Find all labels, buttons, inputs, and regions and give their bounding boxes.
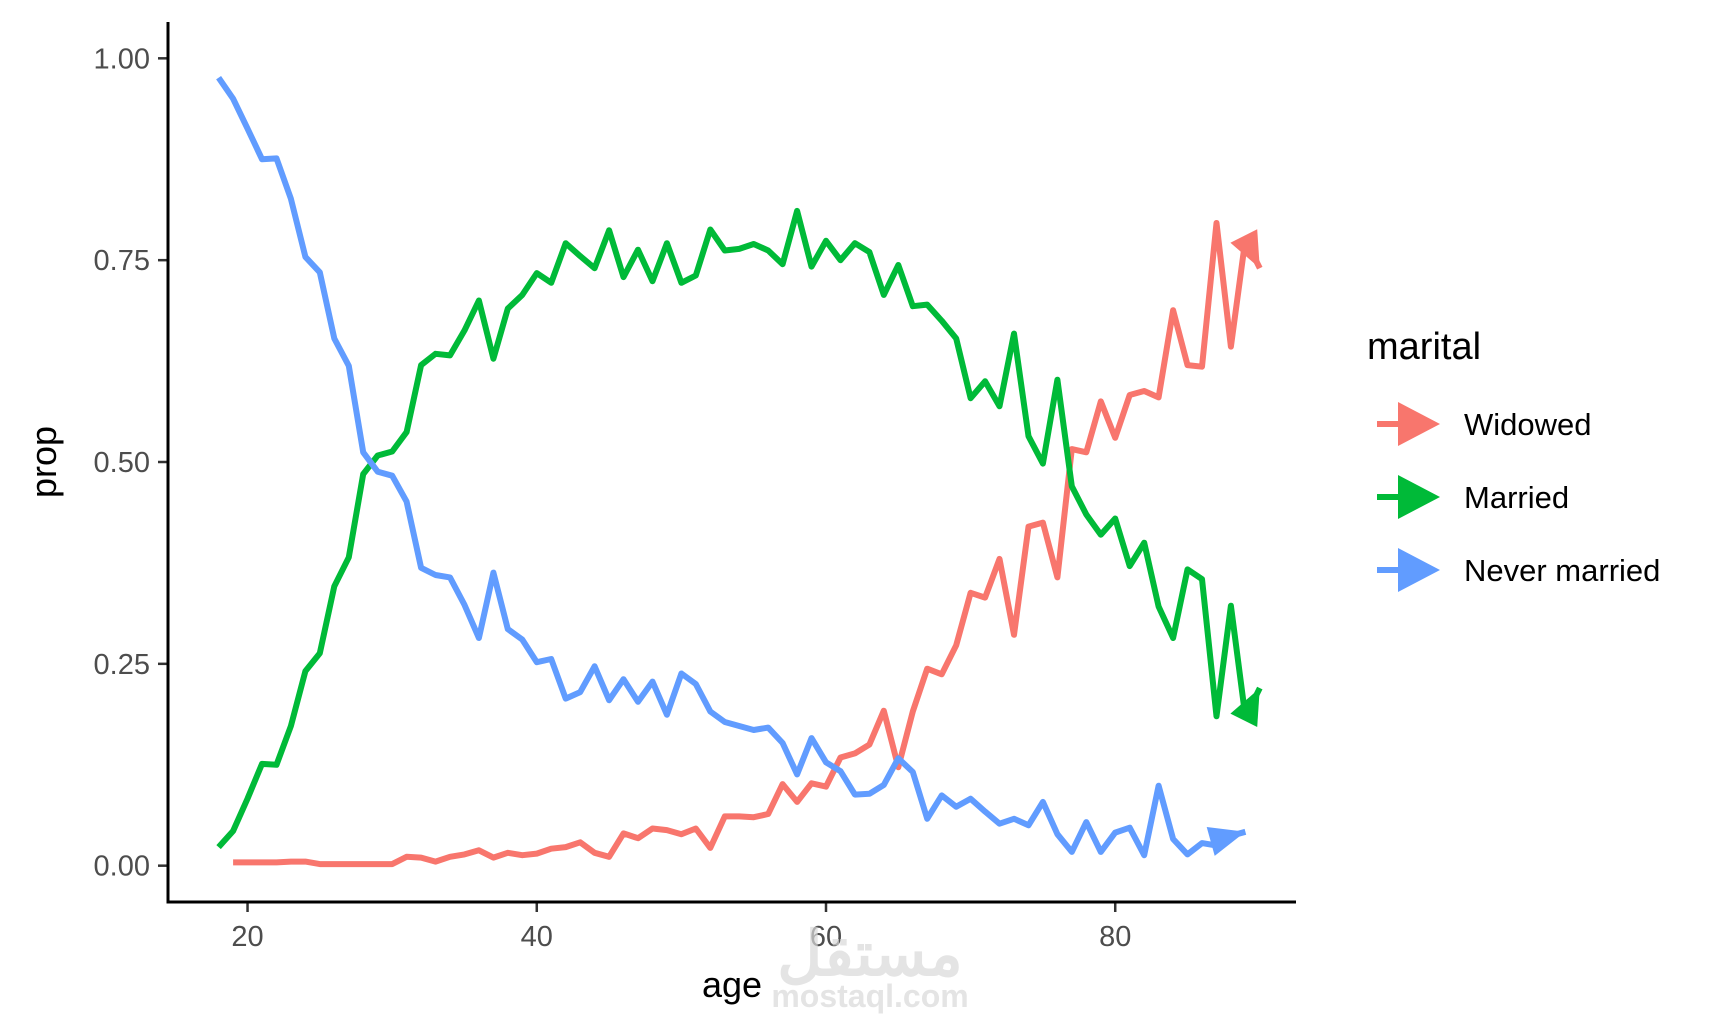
- legend-arrow-icon: [1398, 475, 1440, 519]
- series-line: [233, 220, 1263, 868]
- legend-item-married: Married: [1377, 475, 1569, 519]
- legend-label: Married: [1464, 480, 1569, 515]
- series-layer: [216, 75, 1263, 868]
- legend-arrow-icon: [1398, 402, 1440, 446]
- legend-title: marital: [1367, 326, 1481, 368]
- y-tick-label: 0.75: [94, 245, 150, 277]
- legend-item-widowed: Widowed: [1377, 402, 1592, 446]
- y-axis-ticks: 0.00 0.25 0.50 0.75 1.00: [94, 43, 168, 883]
- x-axis-ticks: 20 40 60 80: [231, 902, 1131, 953]
- series-widowed: [233, 220, 1263, 868]
- x-tick-label: 40: [521, 921, 553, 953]
- legend-label: Never married: [1464, 553, 1660, 588]
- legend-item-never-married: Never married: [1377, 548, 1660, 592]
- series-never-married: [216, 75, 1247, 859]
- x-tick-label: 80: [1099, 921, 1131, 953]
- watermark-arabic: مستقل: [777, 920, 963, 989]
- y-axis-title: prop: [23, 426, 64, 498]
- series-arrowhead: [1206, 827, 1246, 856]
- legend-arrow-icon: [1398, 548, 1440, 592]
- series-line: [216, 75, 1247, 859]
- watermark: مستقل mostaql.com: [771, 920, 968, 1014]
- series-married: [216, 207, 1263, 850]
- series-arrowhead: [1230, 229, 1260, 269]
- x-tick-label: 60: [810, 921, 842, 953]
- y-tick-label: 0.25: [94, 649, 150, 681]
- series-arrowhead: [1230, 688, 1260, 727]
- y-tick-label: 0.00: [94, 851, 150, 883]
- x-tick-label: 20: [231, 921, 263, 953]
- y-tick-label: 0.50: [94, 447, 150, 479]
- legend-label: Widowed: [1464, 407, 1592, 442]
- series-line: [216, 207, 1263, 850]
- watermark-latin: mostaql.com: [771, 978, 968, 1014]
- y-tick-label: 1.00: [94, 43, 150, 75]
- legend: marital Widowed Married Never married: [1367, 326, 1660, 592]
- x-axis-title: age: [702, 964, 762, 1005]
